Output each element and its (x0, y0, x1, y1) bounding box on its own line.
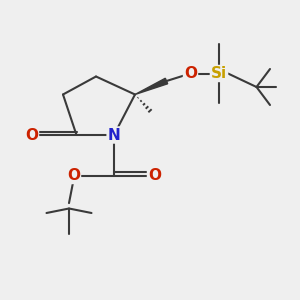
Text: N: N (108, 128, 120, 142)
Polygon shape (135, 78, 168, 94)
Text: O: O (148, 168, 161, 183)
Text: Si: Si (211, 66, 227, 81)
Text: O: O (67, 168, 80, 183)
Text: O: O (25, 128, 38, 142)
Text: O: O (184, 66, 197, 81)
